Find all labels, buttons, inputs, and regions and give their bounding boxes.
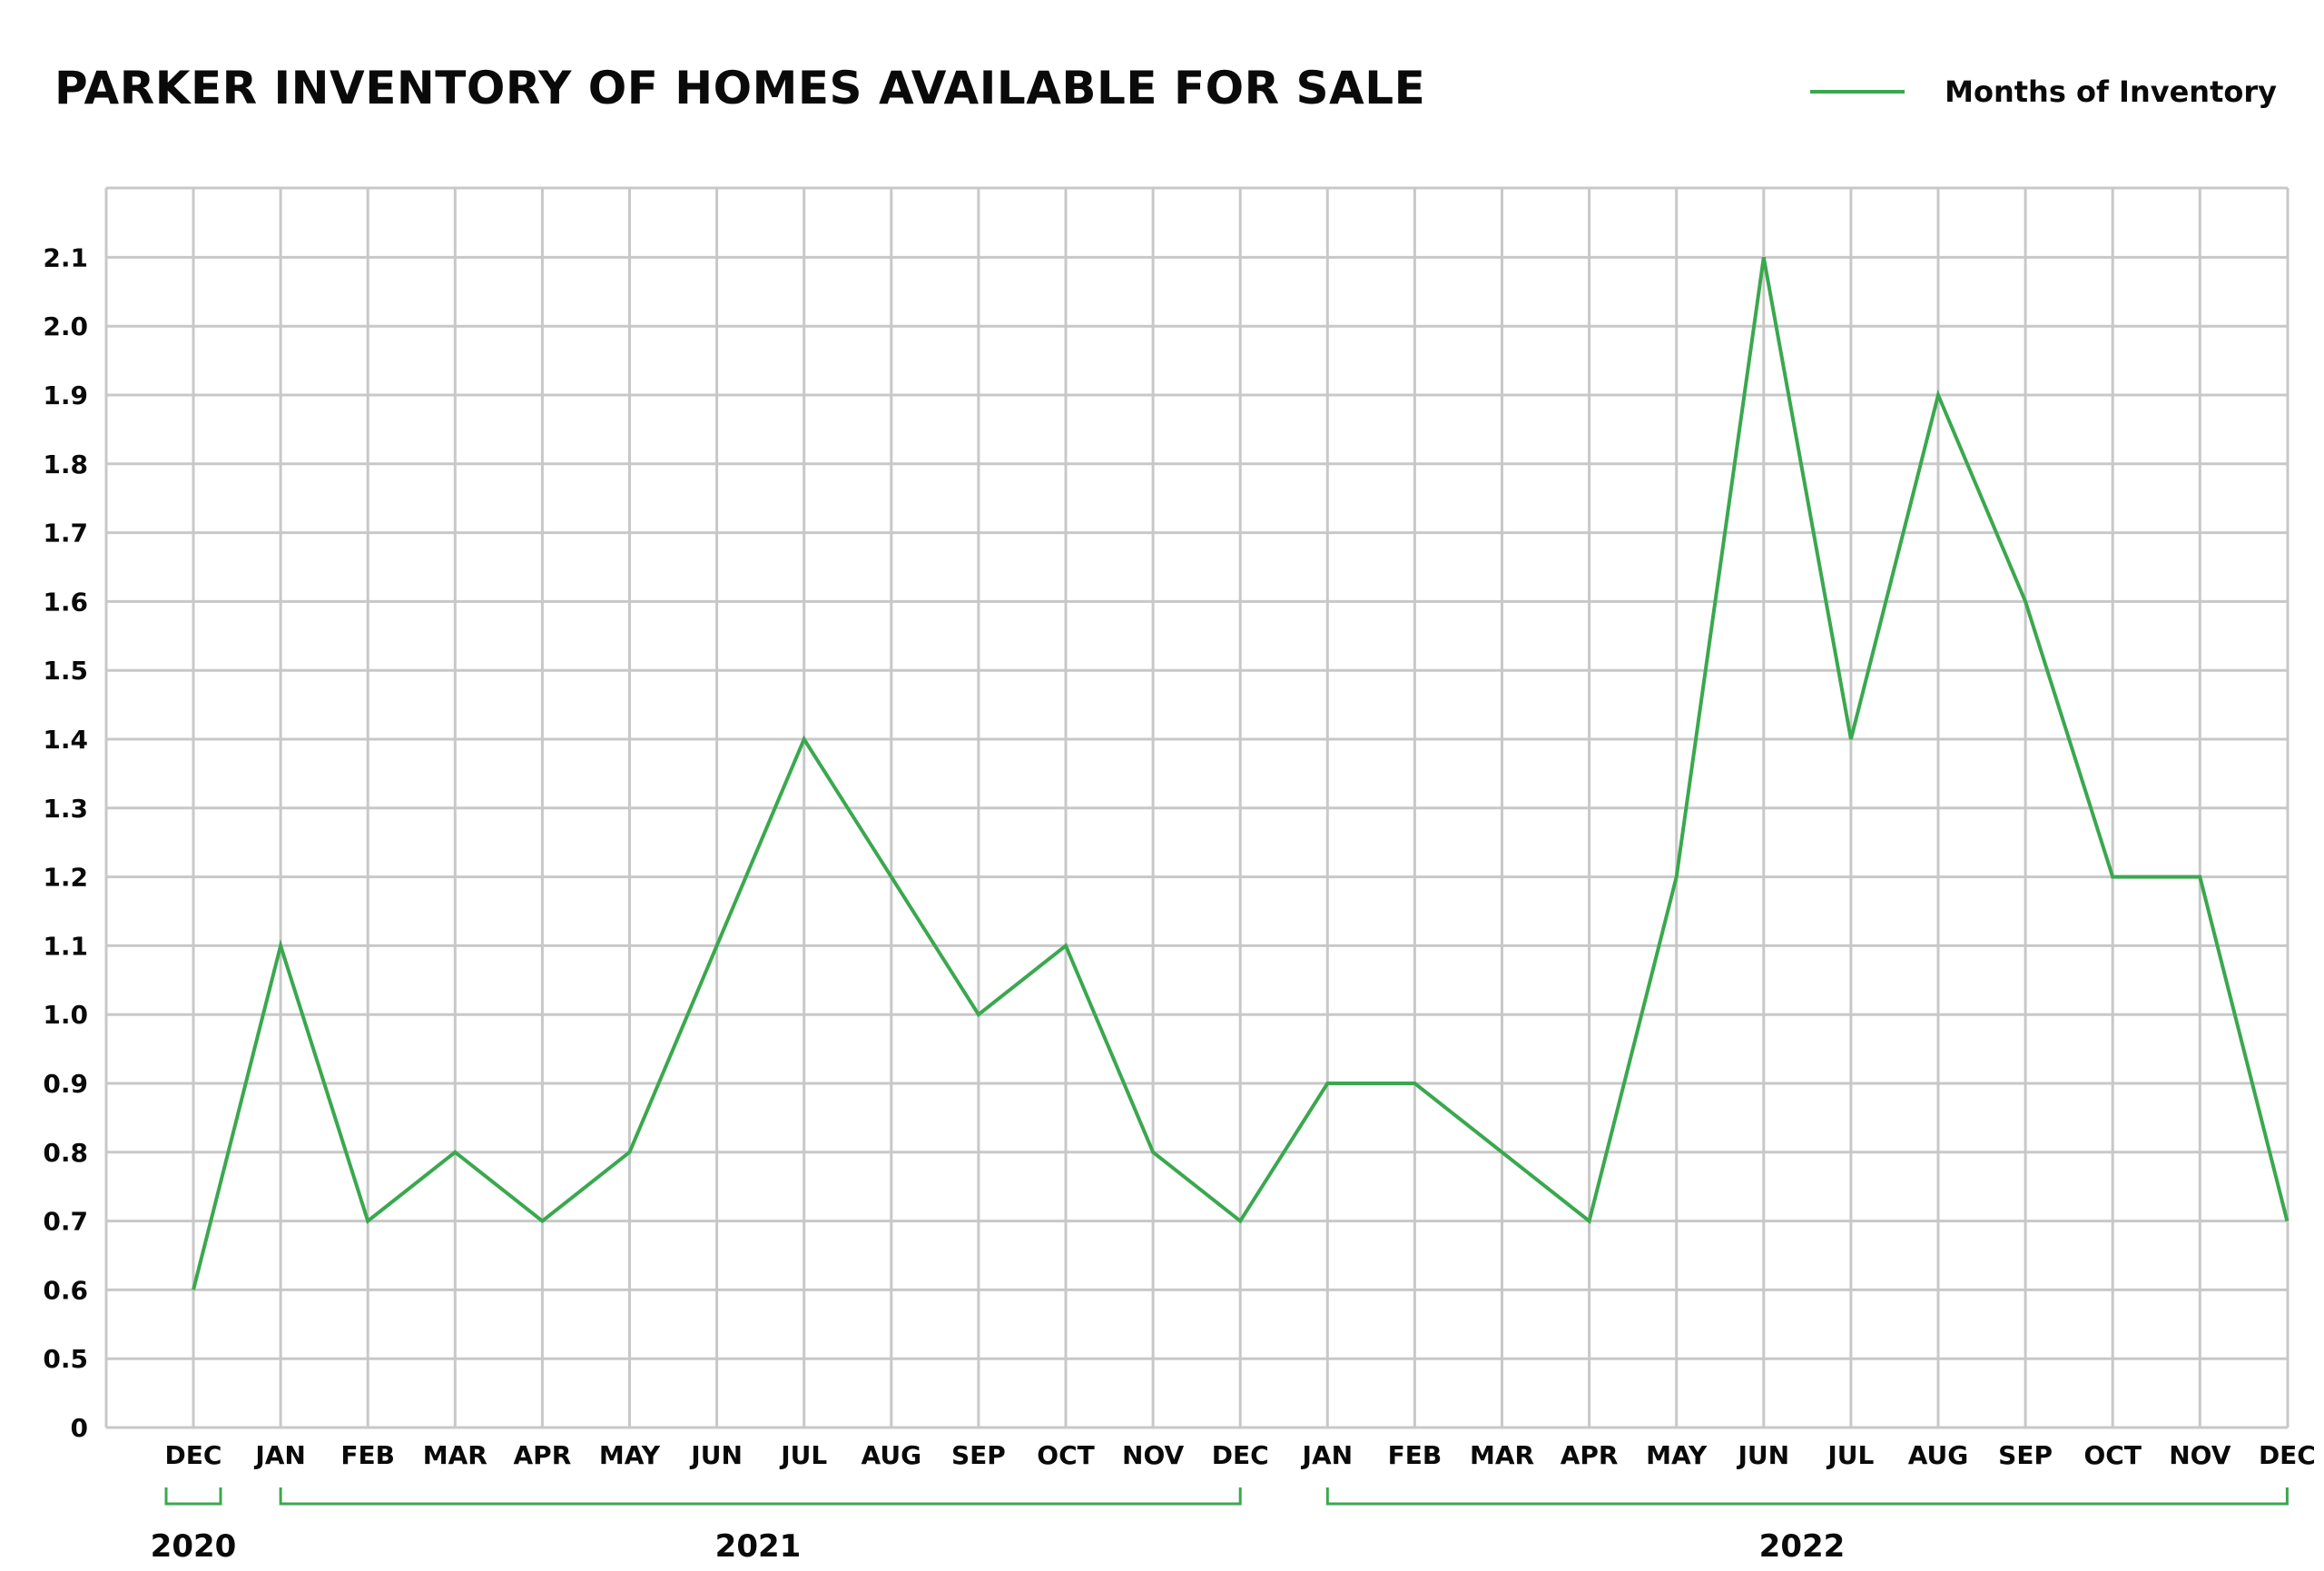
x-tick-label: FEB xyxy=(340,1440,395,1470)
year-groups: 2020 2021 2022 xyxy=(151,1487,2289,1565)
x-axis-ticks: DEC JAN FEB MAR APR MAY JUN JUL AUG SEP OCT NOV DEC J… xyxy=(165,1440,2316,1470)
year-label: 2020 xyxy=(151,1528,237,1565)
y-tick-label: 1.8 xyxy=(43,450,88,479)
x-tick-label: FEB xyxy=(1388,1440,1443,1470)
y-tick-label: 1.4 xyxy=(43,725,88,755)
year-bracket xyxy=(1325,1487,2289,1506)
year-bracket xyxy=(164,1487,222,1506)
y-tick-label: 1.0 xyxy=(43,1000,88,1030)
x-tick-label: APR xyxy=(514,1440,572,1470)
y-tick-label: 2.0 xyxy=(43,311,88,341)
x-tick-label: OCT xyxy=(1037,1440,1094,1470)
x-tick-label: AUG xyxy=(1908,1440,1969,1470)
x-tick-label: OCT xyxy=(2083,1440,2141,1470)
x-tick-label: DEC xyxy=(165,1440,222,1470)
y-tick-label: 2.1 xyxy=(43,242,88,272)
x-tick-label: AUG xyxy=(862,1440,922,1470)
x-tick-label: APR xyxy=(1561,1440,1619,1470)
y-tick-label: 0.8 xyxy=(43,1138,88,1168)
x-tick-label: MAY xyxy=(1646,1440,1708,1470)
series xyxy=(192,257,2290,1290)
legend-label: Months of Inventory xyxy=(1945,74,2277,109)
x-tick-label: MAR xyxy=(1470,1440,1534,1470)
y-tick-label: 0.9 xyxy=(43,1069,88,1099)
y-tick-label: 1.2 xyxy=(43,863,88,893)
x-tick-label: JUN xyxy=(1737,1440,1790,1470)
x-tick-label: MAY xyxy=(599,1440,661,1470)
y-tick-label: 1.3 xyxy=(43,794,88,824)
y-tick-label: 1.9 xyxy=(43,380,88,410)
x-tick-label: JAN xyxy=(253,1440,306,1470)
year-label: 2022 xyxy=(1759,1528,1846,1565)
x-tick-label: SEP xyxy=(951,1440,1006,1470)
year-bracket xyxy=(279,1487,1242,1506)
y-tick-label: 0.6 xyxy=(43,1275,88,1305)
grid xyxy=(104,186,2290,1429)
chart-title: PARKER INVENTORY OF HOMES AVAILABLE FOR … xyxy=(54,62,1426,114)
y-tick-label: 0 xyxy=(71,1413,88,1443)
y-tick-label: 1.6 xyxy=(43,587,88,617)
legend-line-swatch xyxy=(1810,90,1905,94)
x-tick-label: JUL xyxy=(779,1440,827,1470)
x-tick-label: JUN xyxy=(689,1440,743,1470)
y-tick-label: 1.7 xyxy=(43,519,88,548)
x-tick-label: DEC xyxy=(1212,1440,1269,1470)
x-tick-label: DEC xyxy=(2259,1440,2316,1470)
y-tick-label: 0.5 xyxy=(43,1344,88,1374)
y-tick-label: 1.5 xyxy=(43,656,88,686)
x-tick-label: JAN xyxy=(1301,1440,1354,1470)
x-tick-label: JUL xyxy=(1826,1440,1874,1470)
y-tick-label: 1.1 xyxy=(43,931,88,961)
legend: Months of Inventory xyxy=(1810,74,2277,109)
year-label: 2021 xyxy=(715,1528,802,1565)
y-tick-label: 0.7 xyxy=(43,1207,88,1237)
x-tick-label: NOV xyxy=(2169,1440,2230,1470)
x-tick-label: MAR xyxy=(423,1440,487,1470)
x-tick-label: NOV xyxy=(1122,1440,1184,1470)
y-axis-ticks: 0 0.5 0.6 0.7 0.8 0.9 1.0 1.1 1.2 1.3 1.4 1.5 1.6 1.7… xyxy=(43,242,88,1443)
x-tick-label: SEP xyxy=(1998,1440,2053,1470)
